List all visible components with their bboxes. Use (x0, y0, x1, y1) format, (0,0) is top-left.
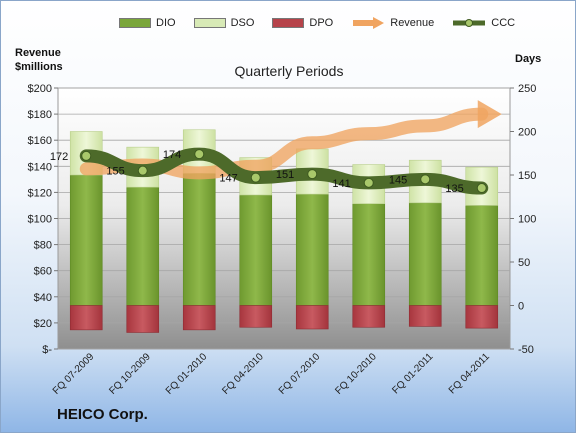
revenue-arrowhead (477, 100, 502, 129)
bar-dpo (126, 305, 160, 333)
ccc-data-label: 155 (106, 166, 124, 178)
legend-item-dio: DIO (119, 17, 176, 29)
legend-label-dso: DSO (230, 17, 255, 29)
legend-ccc-icon (453, 19, 486, 27)
category-label: FQ 10-2010 (333, 351, 379, 397)
right-tick-label: 100 (518, 214, 536, 226)
chart-subtitle: Quarterly Periods (234, 63, 344, 79)
left-tick-label: $180 (28, 109, 52, 121)
bar-dio (239, 194, 273, 306)
bar-dio (126, 186, 160, 306)
left-tick-label: $20 (34, 318, 52, 330)
legend-label-revenue: Revenue (390, 17, 435, 29)
ccc-point (137, 165, 148, 176)
right-axis-title: Days (515, 53, 542, 65)
ccc-point (476, 183, 487, 194)
bar-dpo (352, 305, 386, 328)
ccc-point (81, 150, 92, 161)
left-axis-title-2: $millions (15, 61, 63, 73)
ccc-point (250, 172, 261, 183)
ccc-data-label: 151 (276, 169, 294, 181)
category-label: FQ 01-2010 (164, 351, 210, 397)
category-label: FQ 04-2011 (447, 351, 492, 396)
left-tick-label: $160 (28, 135, 52, 147)
bar-dio (408, 202, 442, 306)
ccc-data-label: 135 (445, 183, 463, 195)
legend-label-dio: DIO (156, 17, 176, 29)
ccc-point (194, 149, 205, 160)
left-tick-label: $- (42, 344, 52, 356)
legend-swatch-dio (119, 18, 151, 28)
left-tick-label: $200 (28, 83, 52, 95)
bar-dio (352, 203, 386, 306)
company-name: HEICO Corp. (57, 406, 148, 423)
legend-item-ccc: CCC (452, 17, 515, 29)
ccc-data-label: 147 (219, 173, 237, 185)
right-tick-label: 250 (518, 83, 536, 95)
bar-dio (69, 174, 103, 306)
category-label: FQ 07-2010 (277, 351, 323, 397)
right-tick-label: -50 (518, 344, 534, 356)
bar-dio (182, 172, 216, 306)
legend-label-dpo: DPO (309, 17, 334, 29)
category-label: FQ 10-2009 (107, 351, 153, 397)
category-label: FQ 01-2011 (390, 351, 435, 396)
bar-dio (465, 205, 499, 306)
left-tick-label: $40 (34, 292, 52, 304)
legend: DIO DSO DPO Revenue CCC (119, 17, 515, 29)
right-tick-label: 150 (518, 170, 536, 182)
left-tick-label: $80 (34, 240, 52, 252)
legend-swatch-dpo (272, 18, 305, 28)
bar-dpo (239, 305, 273, 328)
ccc-data-label: 141 (332, 178, 350, 190)
left-tick-label: $60 (34, 266, 52, 278)
category-label: FQ 07-2009 (51, 351, 97, 397)
ccc-data-label: 174 (163, 149, 181, 161)
ccc-point (307, 169, 318, 180)
ccc-point (363, 177, 374, 188)
right-tick-label: 0 (518, 301, 524, 313)
ccc-data-label: 145 (389, 174, 407, 186)
legend-item-dpo: DPO (272, 17, 333, 29)
right-tick-label: 200 (518, 127, 536, 139)
legend-arrow-icon (353, 17, 385, 29)
legend-item-revenue: Revenue (351, 17, 434, 29)
bar-dpo (182, 305, 216, 331)
bar-dio (295, 193, 329, 306)
bar-dpo (295, 305, 329, 330)
legend-item-dso: DSO (193, 17, 255, 29)
ccc-point (420, 174, 431, 185)
left-axis-title-1: Revenue (15, 47, 61, 59)
category-label: FQ 04-2010 (220, 351, 266, 397)
left-tick-label: $140 (28, 161, 52, 173)
bar-dpo (465, 305, 499, 329)
bar-dpo (408, 305, 442, 327)
left-tick-label: $100 (28, 214, 52, 226)
bar-dpo (69, 305, 103, 331)
left-tick-label: $120 (28, 187, 52, 199)
legend-label-ccc: CCC (491, 17, 516, 29)
ccc-data-label: 172 (50, 151, 68, 163)
right-tick-label: 50 (518, 257, 530, 269)
legend-swatch-dso (193, 18, 226, 28)
